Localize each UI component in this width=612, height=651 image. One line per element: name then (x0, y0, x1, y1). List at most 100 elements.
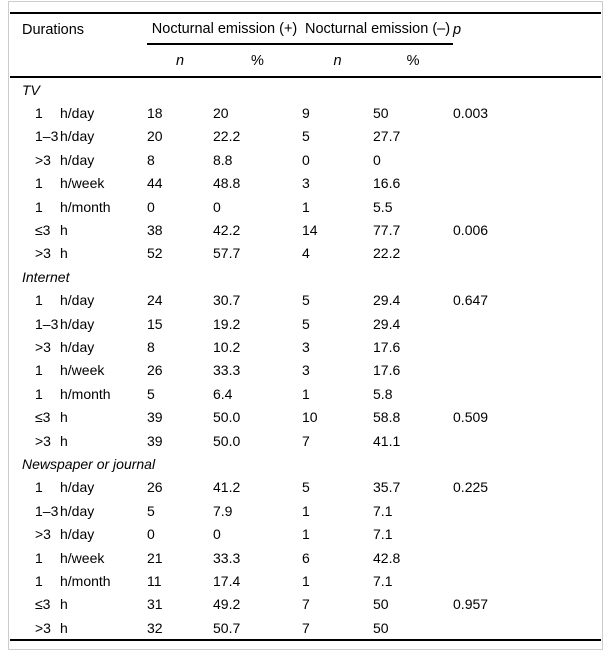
column-header-durations: Durations (10, 13, 147, 78)
cell-percent-negative: 5.8 (373, 385, 393, 402)
table-row: 1–3 h/day 20 22.2 5 27.7 (10, 125, 601, 148)
cell-n-negative: 3 (302, 362, 310, 379)
subheader-percent-negative: % (373, 44, 454, 78)
duration-unit: h/day (60, 128, 95, 145)
cell-duration: 1 h/day (10, 476, 147, 499)
duration-quantity: 1 (35, 572, 43, 589)
cell-percent-positive: 0 (213, 198, 221, 215)
cell-percent-positive: 22.2 (213, 128, 241, 145)
cell-n-negative: 7 (302, 619, 310, 636)
duration-unit: h/week (60, 549, 105, 566)
cell-percent-positive: 7.9 (213, 502, 233, 519)
table-row: >3 h/day 8 8.8 0 0 (10, 148, 601, 171)
table-row: 1 h/day 24 30.7 5 29.4 0.647 (10, 289, 601, 312)
duration-unit: h (60, 245, 68, 262)
cell-n-positive: 15 (147, 315, 163, 332)
cell-percent-negative: 16.6 (373, 175, 401, 192)
cell-n-positive: 32 (147, 619, 163, 636)
cell-percent-positive: 33.3 (213, 549, 241, 566)
duration-quantity: 1 (35, 549, 43, 566)
cell-percent-positive: 0 (213, 526, 221, 543)
cell-p-value: 0.647 (453, 292, 489, 309)
cell-percent-negative: 35.7 (373, 479, 401, 496)
duration-unit: h (60, 596, 68, 613)
cell-n-negative: 5 (302, 128, 310, 145)
cell-duration: ≤3 h (10, 218, 147, 241)
cell-duration: 1–3 h/day (10, 125, 147, 148)
cell-p-value: 0.225 (453, 479, 489, 496)
cell-percent-positive: 20 (213, 105, 229, 122)
cell-n-positive: 8 (147, 338, 155, 355)
table-row: 1 h/month 5 6.4 1 5.8 (10, 382, 601, 405)
cell-n-positive: 26 (147, 362, 163, 379)
cell-n-negative: 1 (302, 502, 310, 519)
table-sheet: Durations Nocturnal emission (+) Nocturn… (8, 1, 603, 650)
duration-quantity: ≤3 (35, 409, 51, 426)
duration-quantity: 1 (35, 175, 43, 192)
cell-duration: 1 h/week (10, 359, 147, 382)
cell-duration: >3 h/day (10, 148, 147, 171)
cell-percent-positive: 6.4 (213, 385, 233, 402)
cell-percent-negative: 5.5 (373, 198, 393, 215)
cell-duration: ≤3 h (10, 593, 147, 616)
section-title: Newspaper or journal (22, 455, 156, 472)
cell-p-value (453, 312, 601, 335)
cell-percent-negative: 29.4 (373, 292, 401, 309)
cell-n-negative: 3 (302, 175, 310, 192)
section-title: Internet (22, 268, 70, 285)
cell-n-positive: 5 (147, 502, 155, 519)
cell-percent-positive: 17.4 (213, 572, 241, 589)
table-row: ≤3 h 31 49.2 7 50 0.957 (10, 593, 601, 616)
table-body: TV 1 h/day 18 20 9 50 0.003 1–3 h/day 20 22.2 5 27.7 >… (10, 77, 601, 640)
duration-unit: h/day (60, 105, 95, 122)
cell-p-value (453, 522, 601, 545)
table-row: 1 h/week 26 33.3 3 17.6 (10, 359, 601, 382)
cell-n-positive: 21 (147, 549, 163, 566)
cell-percent-negative: 50 (373, 105, 389, 122)
duration-unit: h/month (60, 572, 111, 589)
cell-n-positive: 11 (147, 572, 162, 589)
table-row: 1 h/month 0 0 1 5.5 (10, 195, 601, 218)
cell-n-negative: 0 (302, 151, 310, 168)
cell-duration: 1 h/month (10, 569, 147, 592)
column-group-nocturnal-emission-positive: Nocturnal emission (+) (147, 13, 303, 45)
duration-quantity: ≤3 (35, 596, 51, 613)
cell-percent-negative: 7.1 (373, 572, 393, 589)
cell-p-value (453, 499, 601, 522)
cell-percent-negative: 0 (373, 151, 381, 168)
cell-percent-negative: 42.8 (373, 549, 401, 566)
duration-unit: h/week (60, 362, 105, 379)
cell-duration: 1–3 h/day (10, 499, 147, 522)
cell-percent-negative: 50 (373, 596, 389, 613)
cell-n-positive: 44 (147, 175, 163, 192)
duration-unit: h/day (60, 526, 95, 543)
cell-n-negative: 1 (302, 385, 310, 402)
duration-quantity: >3 (35, 338, 51, 355)
cell-percent-negative: 41.1 (373, 432, 401, 449)
cell-n-negative: 1 (302, 526, 310, 543)
cell-percent-positive: 49.2 (213, 596, 241, 613)
duration-unit: h/day (60, 292, 95, 309)
cell-n-negative: 1 (302, 572, 310, 589)
subheader-n-negative: n (302, 44, 374, 78)
table-row: >3 h 52 57.7 4 22.2 (10, 242, 601, 265)
cell-percent-negative: 77.7 (373, 222, 401, 239)
cell-p-value (453, 546, 601, 569)
cell-n-positive: 26 (147, 479, 163, 496)
duration-unit: h/month (60, 198, 111, 215)
duration-quantity: >3 (35, 432, 51, 449)
duration-quantity: 1 (35, 105, 43, 122)
cell-n-negative: 5 (302, 479, 310, 496)
duration-unit: h/day (60, 502, 95, 519)
table-row: >3 h 39 50.0 7 41.1 (10, 429, 601, 452)
duration-quantity: 1 (35, 198, 43, 215)
cell-percent-positive: 42.2 (213, 222, 241, 239)
cell-duration: >3 h/day (10, 335, 147, 358)
cell-n-negative: 5 (302, 292, 310, 309)
duration-unit: h (60, 619, 68, 636)
cell-percent-negative: 22.2 (373, 245, 401, 262)
cell-n-negative: 10 (302, 409, 318, 426)
cell-n-positive: 0 (147, 198, 155, 215)
duration-quantity: 1–3 (35, 315, 59, 332)
duration-quantity: 1 (35, 385, 43, 402)
